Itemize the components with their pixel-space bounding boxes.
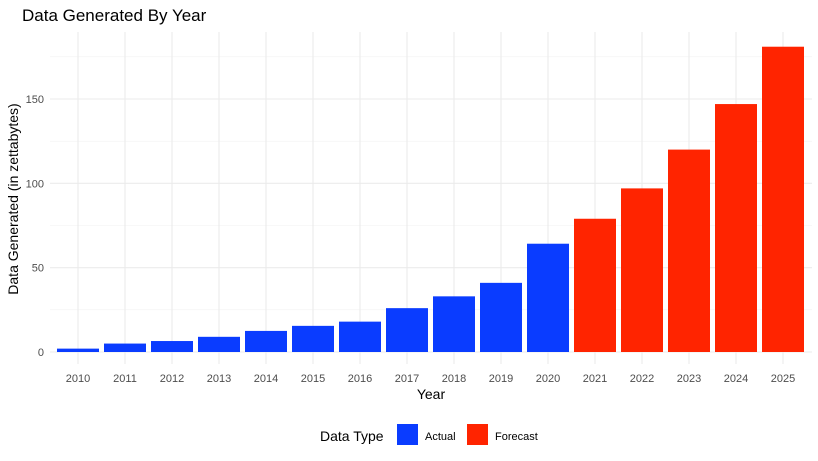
x-tick-label: 2023 [677, 373, 701, 385]
x-axis-ticks: 2010 2011 2012 2013 2014 2015 2016 2017 2018 2019… [66, 373, 795, 385]
bar-2011 [104, 343, 146, 352]
bar-2014 [245, 330, 287, 352]
bar-2025 [762, 46, 804, 353]
x-tick-label: 2014 [254, 373, 278, 385]
legend-title: Data Type [320, 428, 384, 444]
x-tick-label: 2024 [724, 373, 748, 385]
legend-swatch-forecast [467, 424, 488, 445]
legend-label-actual: Actual [425, 431, 456, 443]
bar-2015 [292, 325, 334, 352]
bar-2018 [433, 296, 475, 352]
x-tick-label: 2017 [395, 373, 419, 385]
x-tick-label: 2011 [113, 373, 137, 385]
x-tick-label: 2018 [442, 373, 466, 385]
x-tick-label: 2019 [489, 373, 513, 385]
y-tick-label: 0 [38, 347, 44, 359]
bar-2023 [668, 149, 710, 352]
x-axis-label: Year [417, 386, 446, 402]
bar-2017 [386, 308, 428, 352]
x-tick-label: 2015 [301, 373, 325, 385]
x-tick-label: 2025 [771, 373, 795, 385]
legend-label-forecast: Forecast [495, 431, 538, 443]
x-tick-label: 2012 [160, 373, 184, 385]
x-tick-label: 2022 [630, 373, 654, 385]
bar-2024 [715, 104, 757, 352]
x-tick-label: 2020 [536, 373, 560, 385]
y-axis-label: Data Generated (in zettabytes) [5, 103, 21, 294]
x-tick-label: 2010 [66, 373, 90, 385]
bar-2012 [151, 341, 193, 352]
y-tick-label: 50 [32, 263, 44, 275]
y-axis-ticks: 0 50 100 150 [26, 94, 44, 359]
bar-2019 [480, 282, 522, 352]
bar-2010 [57, 348, 99, 352]
bar-2013 [198, 336, 240, 352]
y-tick-label: 150 [26, 94, 44, 106]
bar-2016 [339, 321, 381, 352]
legend: Data Type Actual Forecast [320, 424, 538, 445]
x-tick-label: 2016 [348, 373, 372, 385]
x-tick-label: 2021 [583, 373, 607, 385]
bars [57, 46, 804, 353]
x-tick-label: 2013 [207, 373, 231, 385]
y-tick-label: 100 [26, 178, 44, 190]
legend-swatch-actual [397, 424, 418, 445]
bar-2020 [527, 243, 569, 352]
chart-title: Data Generated By Year [22, 6, 207, 25]
bar-2021 [574, 218, 616, 352]
bar-2022 [621, 188, 663, 352]
